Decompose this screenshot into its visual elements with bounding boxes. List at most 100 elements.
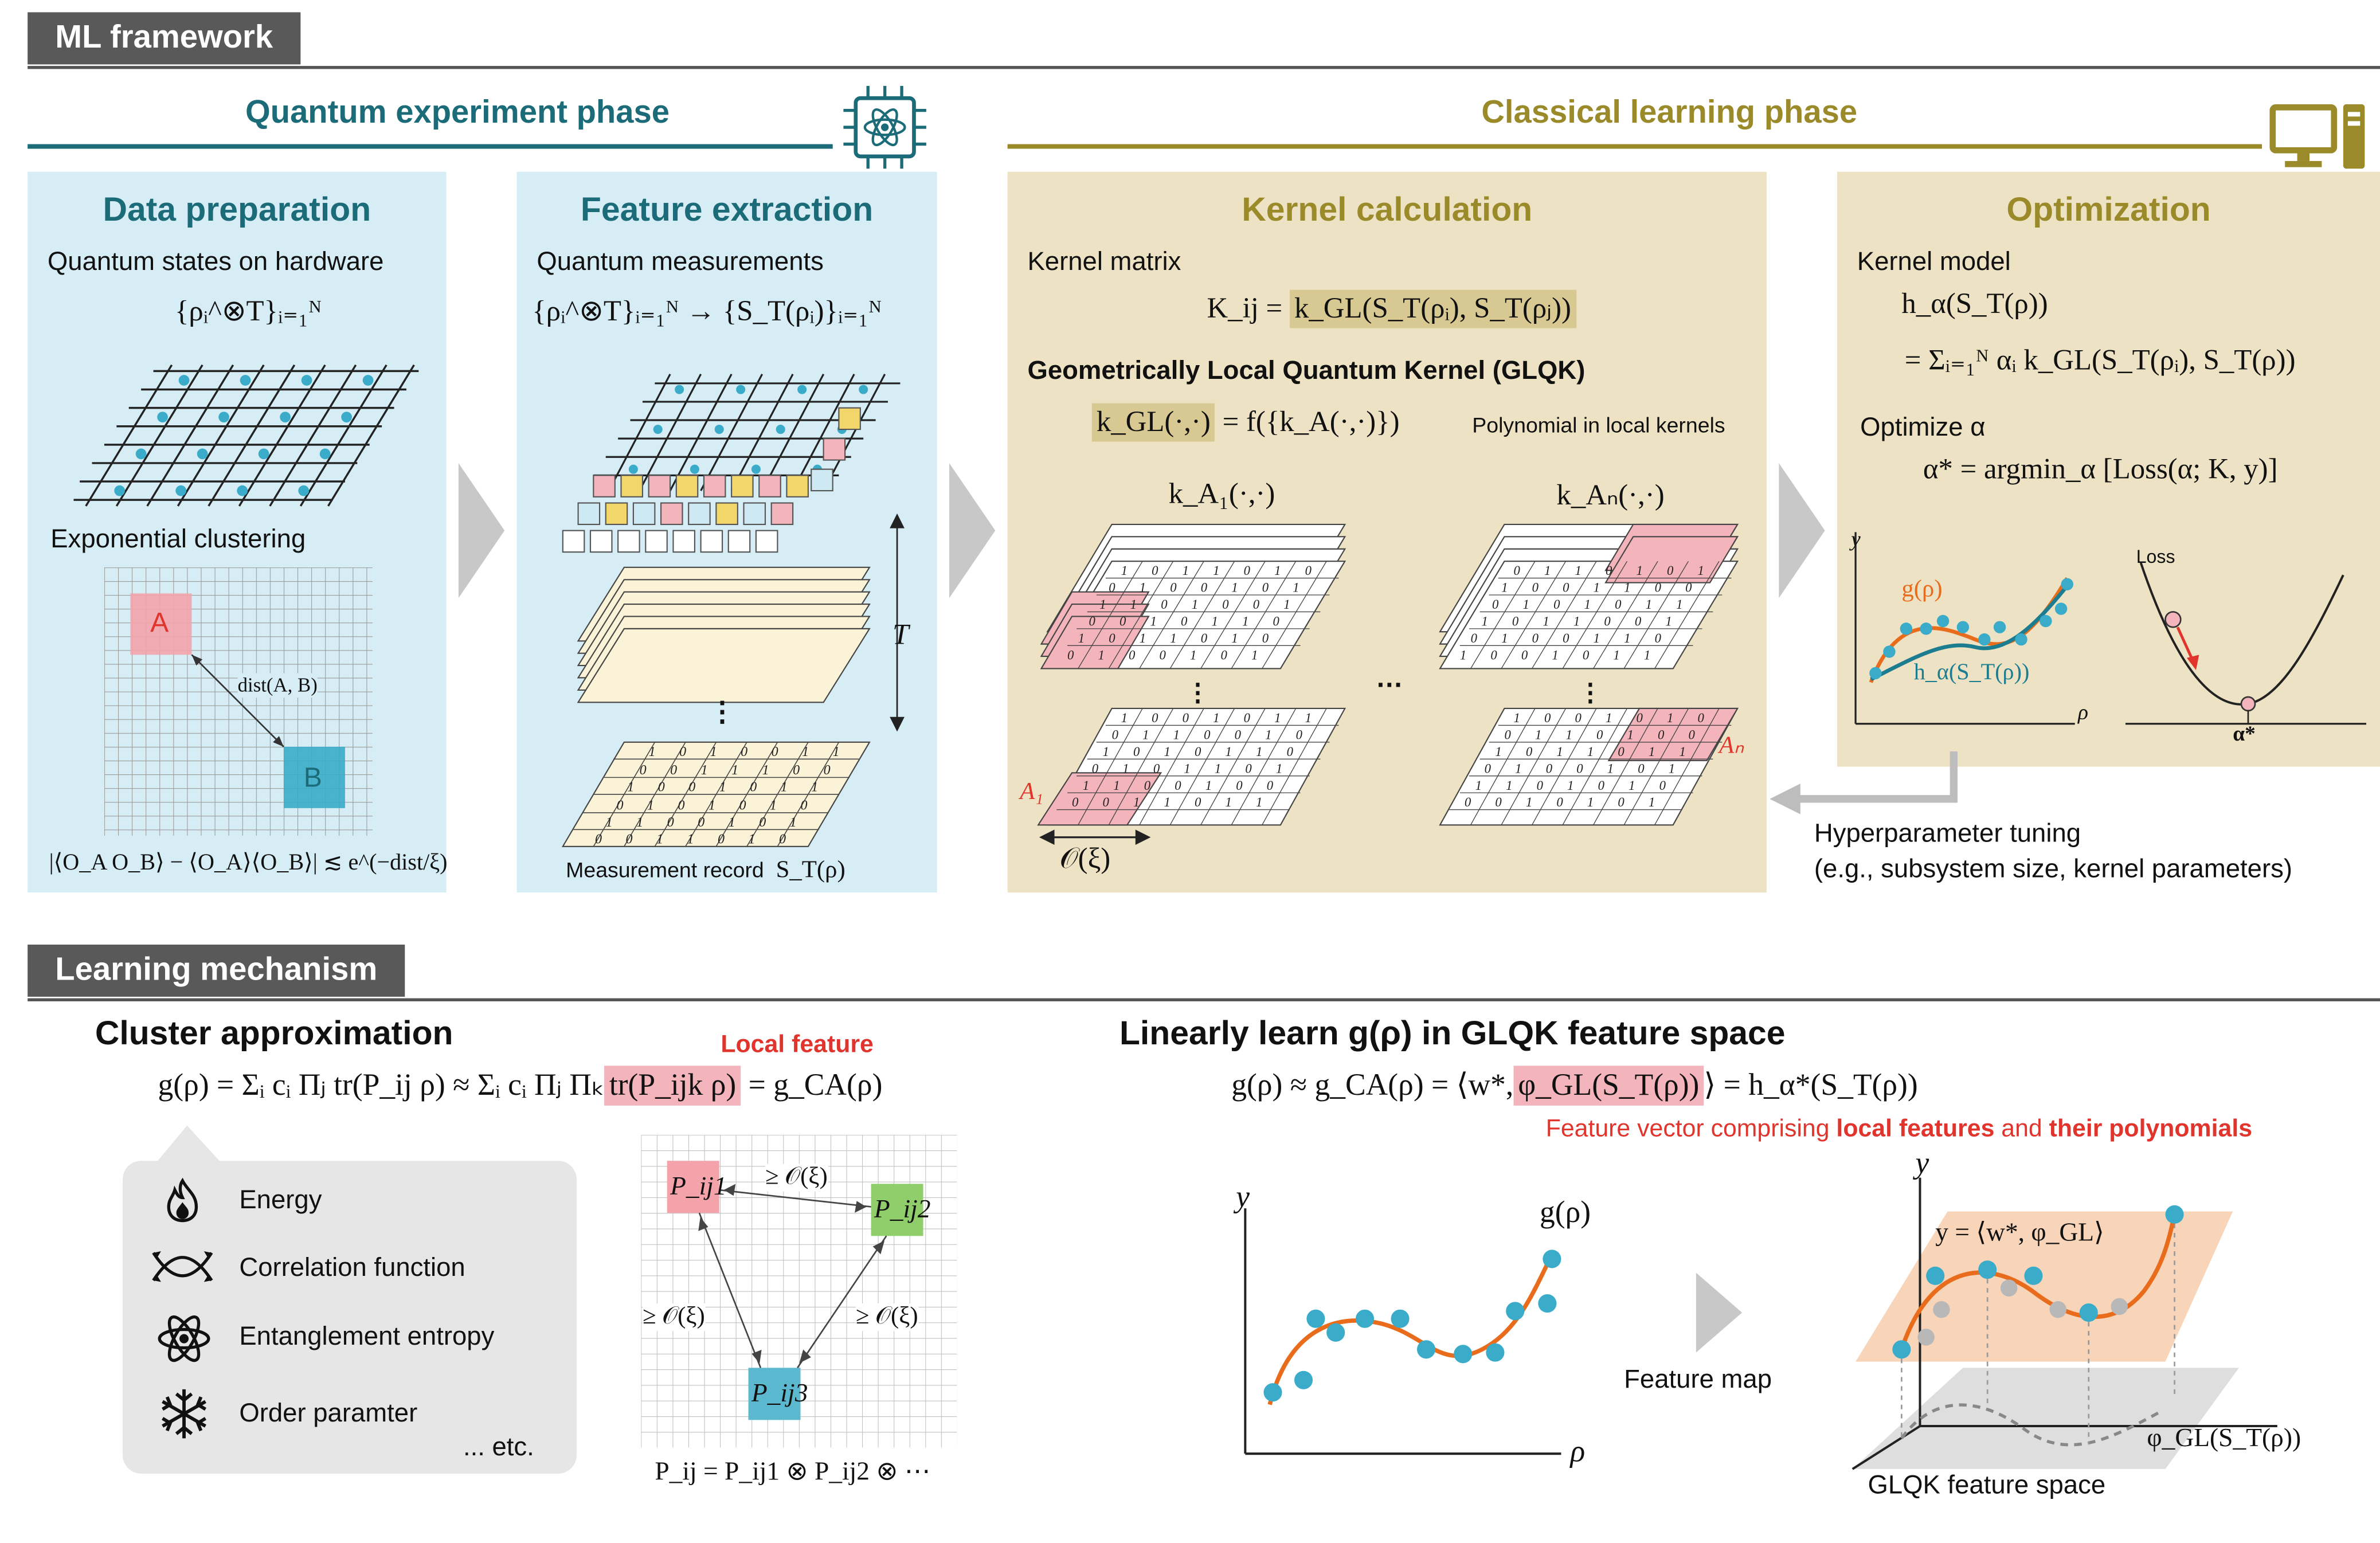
header-rule [28,66,2380,69]
svg-text:1: 1 [1495,745,1501,759]
feature-map-label: Feature map [1624,1365,1772,1394]
vertical-ellipsis: ⋮ [708,696,737,727]
svg-text:1: 1 [1226,745,1232,759]
tensor-product-formula: P_ij = P_ij1 ⊗ P_ij2 ⊗ ⋯ [655,1456,931,1486]
computer-icon [2269,104,2365,169]
svg-text:1: 1 [1649,795,1655,809]
svg-text:1: 1 [1256,745,1262,759]
svg-text:0: 0 [679,745,686,759]
svg-text:1: 1 [1083,778,1089,793]
svg-text:1: 1 [1506,778,1512,793]
svg-text:0: 0 [1152,711,1158,725]
classical-phase-rule [1007,144,2262,149]
svg-text:0: 0 [1465,795,1471,809]
svg-text:0: 0 [1618,795,1624,809]
svg-text:1: 1 [1501,581,1508,595]
classical-phase-label: Classical learning phase [1481,95,1858,131]
feature-extraction-subtitle: Quantum measurements [537,246,824,276]
kernel-model-label: Kernel model [1857,246,2011,276]
svg-text:0: 0 [1638,761,1645,776]
svg-text:1: 1 [1594,631,1600,645]
svg-text:1: 1 [1274,563,1281,578]
loss-label: Loss [2136,546,2175,567]
learning-mechanism-header: Learning mechanism [28,944,405,997]
exponential-clustering-label: Exponential clustering [50,524,306,554]
depth-t-label: T [892,619,909,652]
svg-text:0: 0 [1546,761,1553,776]
svg-text:0: 0 [1512,614,1519,629]
data-preparation-panel: Data preparation Quantum states on hardw… [28,171,448,893]
svg-text:0: 0 [1195,745,1201,759]
feature-extraction-formula: {ρᵢ^⊗T}ᵢ₌₁ᴺ → {S_T(ρᵢ)}ᵢ₌₁ᴺ [532,296,882,328]
distance-label: dist(A, B) [237,673,318,698]
svg-text:0: 0 [626,832,633,847]
svg-text:1: 1 [1078,631,1085,645]
distance-right: ≥ 𝒪(ξ) [855,1303,918,1331]
svg-text:1: 1 [811,780,818,794]
g-plot-y-label: y [1236,1180,1250,1215]
quantum-phase-rule [28,144,833,149]
svg-text:0: 0 [1112,727,1119,742]
hyperplane-equation: y = ⟨w*, φ_GL⟩ [1935,1217,2104,1247]
svg-text:0: 0 [1119,614,1126,629]
glqk-title: Geometrically Local Quantum Kernel (GLQK… [1027,355,1586,385]
svg-text:1: 1 [1256,795,1262,809]
data-preparation-subtitle: Quantum states on hardware [47,246,384,276]
svg-text:0: 0 [640,763,647,778]
svg-text:0: 0 [1667,563,1674,578]
a1-label: A₁ [1020,779,1044,805]
svg-text:1: 1 [1173,727,1180,742]
svg-text:1: 1 [1646,597,1652,612]
svg-text:0: 0 [1618,745,1624,759]
region-a-label: A [150,607,169,638]
linear-learning-title: Linearly learn g(ρ) in GLQK feature spac… [1119,1013,1786,1052]
svg-text:1: 1 [1140,631,1146,645]
svg-text:1: 1 [606,815,613,830]
svg-text:0: 0 [1287,745,1294,759]
svg-text:0: 0 [739,798,746,813]
svg-text:0: 0 [759,815,766,830]
local-kernel-1-label: k_A₁(·,·) [1168,478,1275,511]
feature-space-plot [1851,1177,2277,1470]
p-ij2-label: P_ij2 [874,1195,931,1224]
svg-text:1: 1 [1526,795,1532,809]
region-b-label: B [303,762,322,793]
svg-text:1: 1 [627,780,634,794]
svg-text:1: 1 [1644,648,1650,662]
svg-text:0: 0 [595,832,602,847]
svg-text:0: 0 [824,763,831,778]
svg-text:1: 1 [1667,711,1673,725]
svg-text:0: 0 [1637,711,1643,725]
svg-text:0: 0 [1245,761,1252,776]
svg-text:1: 1 [1293,581,1299,595]
p-ij3-label: P_ij3 [751,1378,808,1408]
svg-text:0: 0 [1471,631,1478,645]
svg-text:1: 1 [1573,614,1580,629]
svg-text:1: 1 [1565,727,1572,742]
linear-equation: g(ρ) ≈ g_CA(ρ) = ⟨w*, φ_GL(S_T(ρ)) ⟩ = h_α… [1231,1066,1918,1106]
svg-text:1: 1 [1213,563,1219,578]
svg-text:1: 1 [1113,778,1119,793]
svg-text:0: 0 [1698,711,1705,725]
glqk-feature-space-label: GLQK feature space [1868,1470,2106,1500]
svg-text:1: 1 [1150,614,1156,629]
svg-text:1: 1 [710,745,717,759]
svg-text:0: 0 [1659,778,1666,793]
svg-text:1: 1 [1543,614,1549,629]
svg-text:1: 1 [1305,711,1312,725]
svg-text:1: 1 [1613,648,1619,662]
svg-text:1: 1 [701,763,708,778]
svg-text:0: 0 [1575,711,1582,725]
feature-space-y-label: y [1915,1147,1929,1181]
svg-text:0: 0 [1305,563,1312,578]
svg-text:1: 1 [1213,711,1219,725]
hyperparameter-feedback-arrow [1770,751,1958,814]
examples-callout-pointer [156,1125,221,1162]
svg-text:1: 1 [656,832,663,847]
svg-text:0: 0 [1109,631,1115,645]
svg-text:0: 0 [1556,795,1563,809]
svg-text:1: 1 [1475,778,1482,793]
correlation-length-label: 𝒪(ξ) [1059,843,1111,876]
svg-text:0: 0 [1296,727,1303,742]
